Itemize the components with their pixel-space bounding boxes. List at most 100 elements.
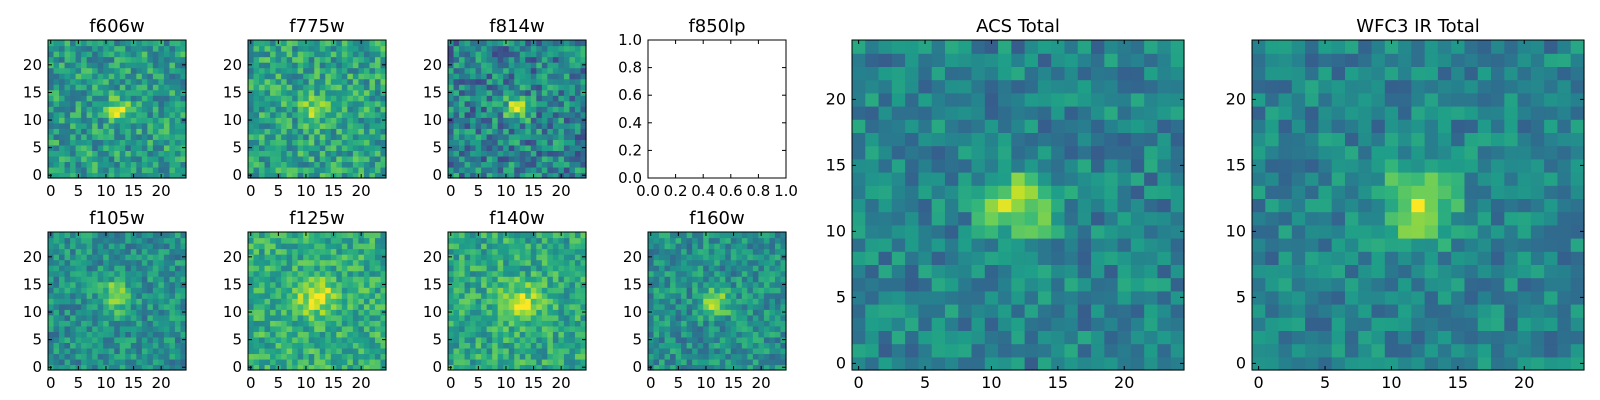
heatmap-cell <box>514 117 521 124</box>
heatmap-cell <box>264 364 271 371</box>
heatmap-cell <box>470 106 477 113</box>
heatmap-cell <box>297 73 304 80</box>
heatmap-cell <box>769 331 776 338</box>
heatmap-cell <box>325 243 332 250</box>
heatmap-cell <box>275 309 282 316</box>
heatmap-cell <box>347 248 354 255</box>
heatmap-cell <box>369 139 376 146</box>
heatmap-cell <box>580 303 587 310</box>
heatmap-cell <box>141 117 148 124</box>
heatmap-cell <box>736 237 743 244</box>
heatmap-cell <box>292 270 299 277</box>
heatmap-cell <box>563 248 571 255</box>
heatmap-cell <box>530 56 537 63</box>
heatmap-cell <box>508 287 515 294</box>
heatmap-cell <box>497 303 504 310</box>
heatmap-cell <box>1130 304 1145 318</box>
heatmap-cell <box>697 314 704 321</box>
heatmap-cell <box>552 309 559 316</box>
heatmap-cell <box>59 172 66 179</box>
heatmap-cell <box>292 254 299 261</box>
heatmap-cell <box>486 172 493 179</box>
heatmap-cell <box>580 84 587 91</box>
heatmap-cell <box>163 259 171 266</box>
heatmap-cell <box>314 51 321 58</box>
heatmap-cell <box>125 358 132 366</box>
heatmap-cell <box>92 292 99 299</box>
heatmap-cell <box>664 353 671 360</box>
heatmap-cell <box>130 298 137 305</box>
heatmap-cell <box>481 303 488 310</box>
heatmap-cell <box>514 100 521 107</box>
heatmap-cell <box>347 45 354 52</box>
heatmap-cell <box>152 73 159 80</box>
heatmap-cell <box>248 106 255 113</box>
heatmap-cell <box>552 292 559 299</box>
heatmap-cell <box>92 342 99 349</box>
heatmap-cell <box>998 211 1012 226</box>
heatmap-cell <box>703 270 710 277</box>
x-tick-label: 10 <box>496 182 515 200</box>
heatmap-cell <box>308 139 315 146</box>
heatmap-cell <box>308 331 315 338</box>
heatmap-cell <box>481 309 488 316</box>
heatmap-cell <box>552 161 559 168</box>
heatmap-cell <box>92 155 99 163</box>
heatmap-cell <box>369 84 376 91</box>
heatmap-cell <box>708 336 715 343</box>
heatmap-cell <box>519 298 526 305</box>
heatmap-cell <box>303 259 310 266</box>
heatmap-cell <box>380 314 387 321</box>
heatmap-cell <box>319 45 326 52</box>
heatmap-cell <box>541 67 548 74</box>
heatmap-cell <box>297 336 304 343</box>
heatmap-cell <box>158 62 165 69</box>
heatmap-cell <box>92 40 99 47</box>
heatmap-cell <box>92 364 99 371</box>
heatmap-cell <box>108 172 115 179</box>
heatmap-cell <box>141 281 148 288</box>
heatmap-cell <box>158 73 165 80</box>
heatmap-cell <box>497 287 504 294</box>
heatmap-cell <box>347 73 354 80</box>
heatmap-cell <box>984 185 999 199</box>
heatmap-cell <box>97 144 104 151</box>
heatmap-cell <box>303 353 310 360</box>
heatmap-cell <box>497 100 504 107</box>
heatmap-cell <box>341 303 348 310</box>
heatmap-cell <box>86 309 93 316</box>
heatmap-cell <box>769 314 776 321</box>
heatmap-cell <box>53 122 60 129</box>
heatmap-cell <box>347 51 354 58</box>
heatmap-cell <box>308 73 315 80</box>
heatmap-cell <box>1064 290 1079 305</box>
heatmap-cell <box>380 128 387 135</box>
heatmap-cell <box>1117 304 1132 318</box>
heatmap-cell <box>580 320 587 327</box>
heatmap-cell <box>64 237 71 244</box>
heatmap-cell <box>352 254 359 261</box>
heatmap-cell <box>248 248 255 255</box>
heatmap-cell <box>152 309 159 316</box>
heatmap-cell <box>341 320 348 327</box>
heatmap-cell <box>281 155 288 163</box>
heatmap-cell <box>119 254 126 261</box>
heatmap-cell <box>547 122 554 129</box>
heatmap-cell <box>763 265 771 272</box>
heatmap-cell <box>275 84 282 91</box>
heatmap-cell <box>59 106 66 113</box>
heatmap-cell <box>448 276 455 283</box>
heatmap-cell <box>158 56 165 63</box>
heatmap-cell <box>475 166 482 174</box>
heatmap-cell <box>341 139 348 146</box>
heatmap-cell <box>352 353 359 360</box>
heatmap-cell <box>169 172 176 179</box>
heatmap-cell <box>780 298 787 305</box>
heatmap-cell <box>563 265 571 272</box>
heatmap-cell <box>681 292 688 299</box>
y-tick-label: 5 <box>232 331 242 349</box>
heatmap-cell <box>125 95 132 102</box>
heatmap-cell <box>1037 224 1052 239</box>
heatmap-cell <box>944 185 959 199</box>
heatmap-cell <box>119 62 126 69</box>
